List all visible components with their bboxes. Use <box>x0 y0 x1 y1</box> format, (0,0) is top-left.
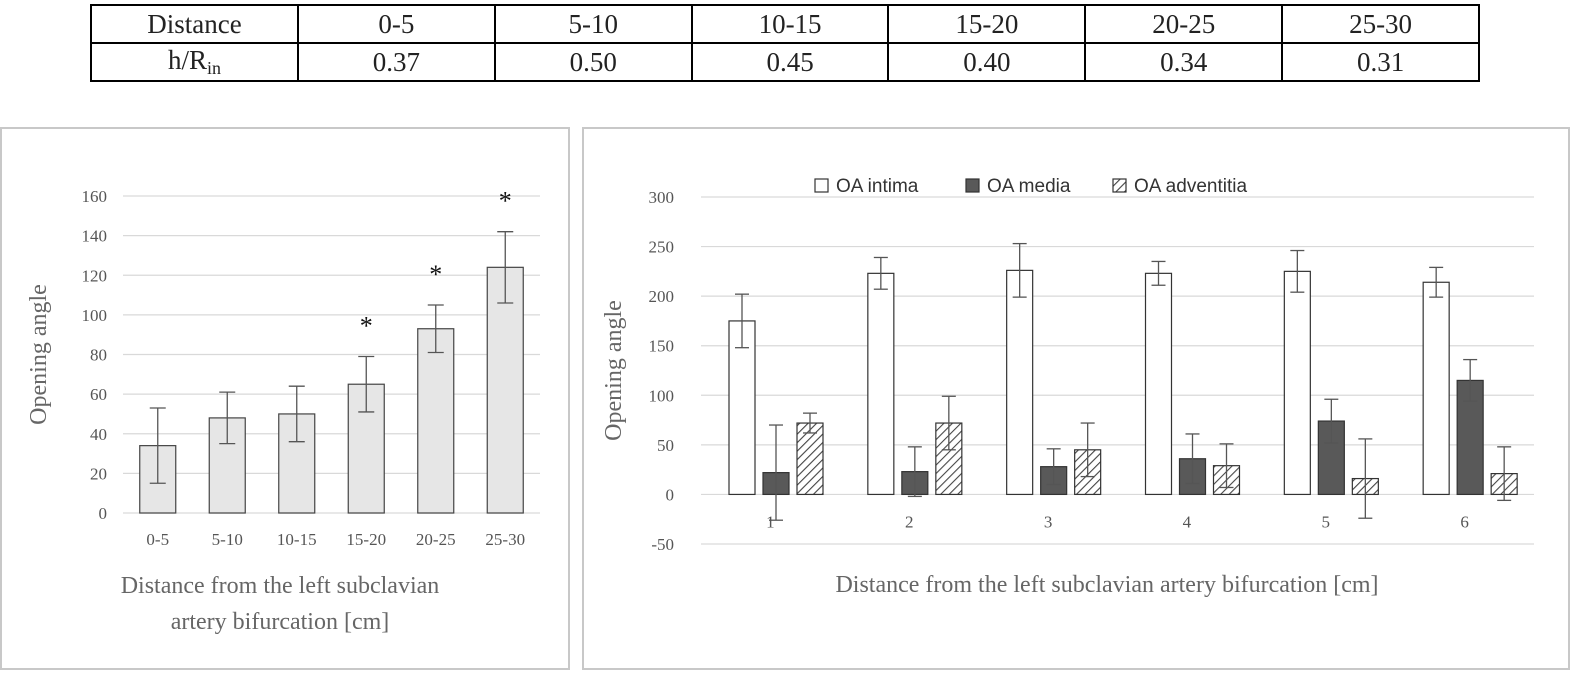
x-axis-title: Distance from the left subclavian artery… <box>835 572 1378 598</box>
y-tick-label: 100 <box>649 386 675 405</box>
y-tick-label: 0 <box>99 504 108 523</box>
y-tick-label: 50 <box>657 436 674 455</box>
x-tick-label: 10-15 <box>277 530 317 549</box>
y-tick-label: 160 <box>82 187 108 206</box>
table-header-cell: 0-5 <box>297 4 496 44</box>
y-tick-label: 100 <box>82 306 108 325</box>
legend-swatch <box>965 178 980 193</box>
legend-swatch <box>1112 178 1127 193</box>
table-header-cell: 5-10 <box>493 4 693 44</box>
legend-label: OA intima <box>836 176 919 197</box>
table-value-cell: 0.50 <box>493 42 693 82</box>
legend-label: OA media <box>987 176 1071 197</box>
x-tick-label: 25-30 <box>485 530 525 549</box>
opening-angle-by-layer-chart: -50 0 50 100 150 200 250 300 1 2 3 4 5 6 OA intima OA m… <box>601 176 1534 598</box>
y-tick-label: 150 <box>649 337 675 356</box>
bar <box>1006 269 1034 496</box>
x-tick-label: 0-5 <box>146 530 169 549</box>
x-tick-label: 3 <box>1044 512 1053 531</box>
significance-marker: * <box>429 260 442 289</box>
x-axis-title-line1: Distance from the left subclavian <box>121 573 440 599</box>
table-header-row: Distance 0-5 5-10 10-15 15-20 20-25 25-3… <box>90 4 1480 44</box>
bar <box>796 422 824 496</box>
x-tick-label: 1 <box>766 512 775 531</box>
y-tick-label: 0 <box>666 485 675 504</box>
table-header-cell: 20-25 <box>1084 4 1284 44</box>
bar <box>417 328 455 514</box>
y-tick-label: 140 <box>82 227 108 246</box>
significance-marker: * <box>360 311 373 340</box>
x-tick-label: 5-10 <box>212 530 243 549</box>
table-header-cell: 25-30 <box>1281 4 1480 44</box>
table-header-cell: 10-15 <box>690 4 890 44</box>
y-tick-label: 80 <box>90 346 107 365</box>
y-tick-label: -50 <box>651 535 674 554</box>
left-chart-panel: 0 20 40 60 80 100 120 140 160 0-5 5-10 10-15 15-20 * 2… <box>0 127 570 670</box>
distance-ratio-table: Distance 0-5 5-10 10-15 15-20 20-25 25-3… <box>90 4 1480 82</box>
y-tick-label: 250 <box>649 238 675 257</box>
right-chart-panel: -50 0 50 100 150 200 250 300 1 2 3 4 5 6 OA intima OA m… <box>582 127 1570 670</box>
bar <box>486 266 524 514</box>
legend-swatch <box>814 178 829 193</box>
table-row-label: h/Rin <box>90 42 299 82</box>
table-header-cell: 15-20 <box>887 4 1087 44</box>
y-tick-label: 20 <box>90 464 107 483</box>
bar <box>1144 272 1173 496</box>
table-value-cell: 0.40 <box>887 42 1087 82</box>
bar <box>1283 270 1311 496</box>
row-label-subscript: in <box>207 58 222 78</box>
bar <box>867 272 895 496</box>
row-label-main: h/R <box>167 45 207 75</box>
significance-marker: * <box>499 187 512 216</box>
x-tick-label: 6 <box>1460 512 1469 531</box>
table-value-cell: 0.34 <box>1084 42 1284 82</box>
x-axis-title-line2: artery bifurcation [cm] <box>171 609 390 635</box>
table-header-label: Distance <box>90 4 299 44</box>
x-tick-label: 5 <box>1322 512 1331 531</box>
y-tick-label: 40 <box>90 425 107 444</box>
table-value-cell: 0.37 <box>297 42 496 82</box>
y-tick-label: 300 <box>649 188 675 207</box>
opening-angle-by-distance-chart: 0 20 40 60 80 100 120 140 160 0-5 5-10 10-15 15-20 * 2… <box>26 187 540 635</box>
x-tick-label: 20-25 <box>416 530 456 549</box>
y-tick-label: 60 <box>90 385 107 404</box>
y-tick-label: 120 <box>82 266 108 285</box>
x-tick-label: 4 <box>1183 512 1192 531</box>
x-tick-label: 2 <box>905 512 914 531</box>
legend-label: OA adventitia <box>1134 176 1247 197</box>
y-axis-title: Opening angle <box>601 300 627 441</box>
table-value-cell: 0.45 <box>690 42 890 82</box>
y-axis-title: Opening angle <box>26 284 52 425</box>
table-value-cell: 0.31 <box>1281 42 1480 82</box>
y-tick-label: 200 <box>649 287 675 306</box>
table-value-row: h/Rin 0.37 0.50 0.45 0.40 0.34 0.31 <box>90 42 1480 82</box>
x-tick-label: 15-20 <box>346 530 386 549</box>
bar <box>1422 281 1450 496</box>
